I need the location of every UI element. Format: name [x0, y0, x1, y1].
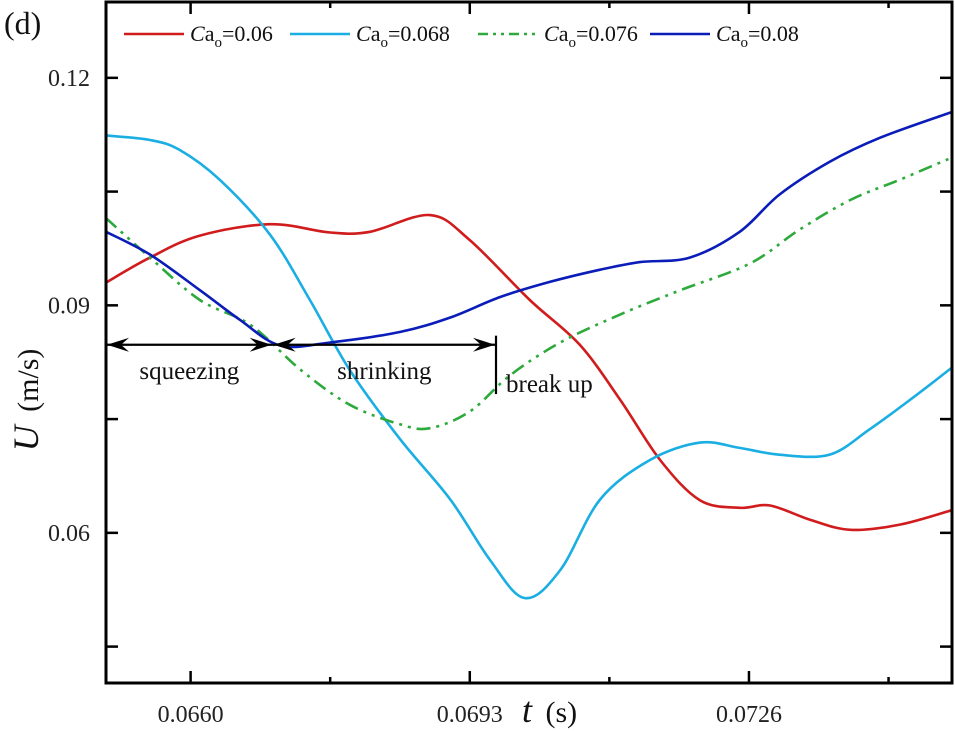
y-axis-unit: (m/s): [12, 349, 45, 412]
panel-label: (d): [4, 5, 41, 41]
legend-label: Cao=0.06: [190, 21, 273, 51]
series-line-2: [106, 156, 952, 431]
x-axis-unit: (s): [546, 696, 578, 729]
legend-label: Cao=0.068: [356, 21, 450, 51]
y-axis-symbol: U: [6, 423, 46, 451]
legend-item-3: Cao=0.08: [650, 21, 799, 51]
series-line-1: [106, 134, 952, 600]
legend-item-0: Cao=0.06: [124, 21, 273, 51]
series-layer: [106, 110, 952, 600]
svg-text:U (m/s): U (m/s): [6, 349, 46, 452]
legend-label: Cao=0.08: [716, 21, 799, 51]
arrowhead: [107, 337, 129, 352]
legend-label: Cao=0.076: [544, 21, 638, 51]
plot-frame: [104, 0, 954, 685]
x-tick-label: 0.0660: [158, 702, 224, 728]
svg-text:t (s): t (s): [522, 690, 577, 730]
annotation-layer: squeezing shrinking break up: [106, 335, 593, 398]
x-tick-label: 0.0726: [716, 702, 782, 728]
legend: Cao=0.06 Cao=0.068 Cao=0.076 Cao=0.08: [124, 21, 799, 51]
x-axis-symbol: t: [522, 690, 533, 730]
arrowhead: [473, 337, 496, 352]
arrowhead: [249, 337, 272, 352]
tick-layer: 0.0660 0.0693 0.0726 0.06 0.09 0.12: [48, 2, 952, 728]
annotation-label-break-up: break up: [506, 371, 593, 398]
annotation-label-squeezing: squeezing: [139, 358, 239, 385]
series-line-3: [106, 110, 952, 349]
x-tick-label: 0.0693: [437, 702, 503, 728]
series-line-0: [106, 213, 952, 532]
arrowhead: [273, 337, 296, 352]
legend-item-1: Cao=0.068: [290, 21, 450, 51]
y-tick-label: 0.09: [48, 293, 90, 319]
legend-item-2: Cao=0.076: [478, 21, 638, 51]
x-axis-title: t (s): [522, 690, 577, 730]
y-tick-label: 0.12: [48, 66, 90, 92]
y-tick-label: 0.06: [48, 521, 90, 547]
y-axis-title: U (m/s): [6, 349, 46, 452]
annotation-label-shrinking: shrinking: [337, 358, 432, 385]
